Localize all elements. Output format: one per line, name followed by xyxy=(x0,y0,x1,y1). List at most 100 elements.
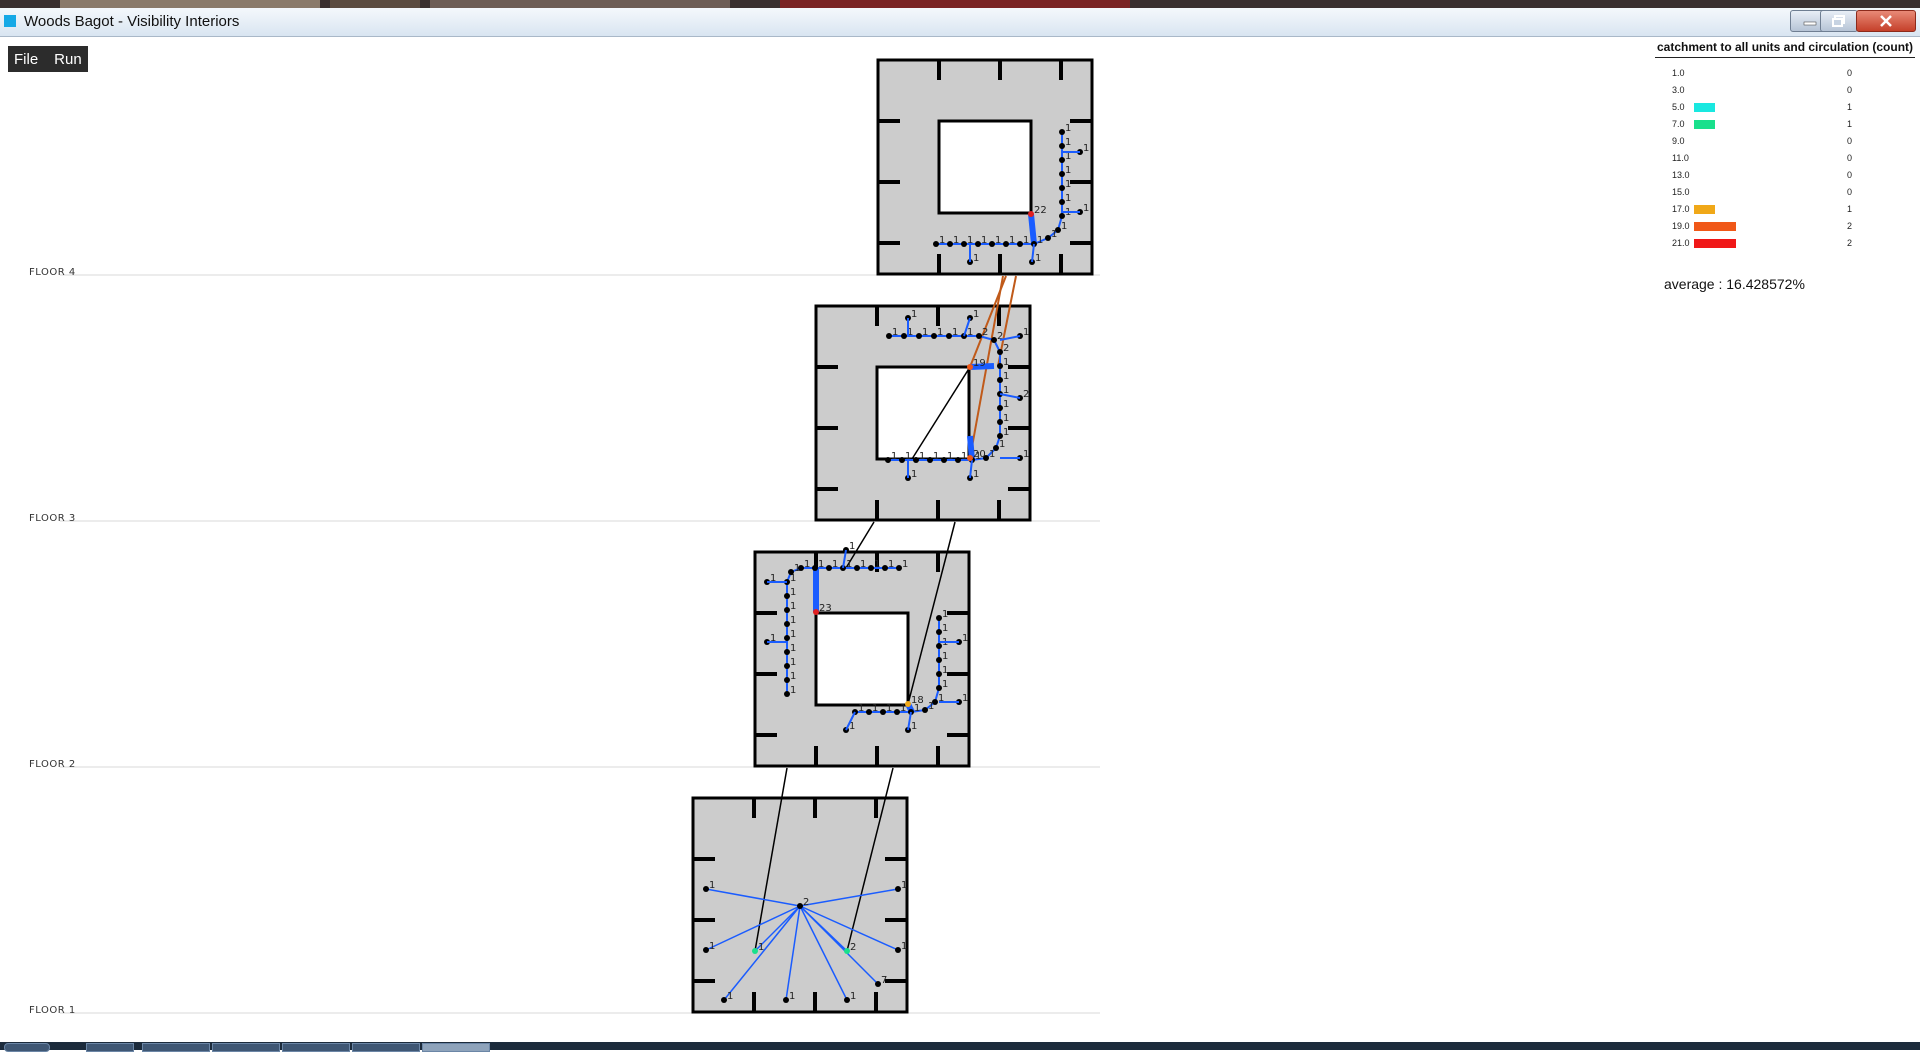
node-count-label: 2 xyxy=(1023,389,1029,400)
graph-node xyxy=(997,405,1003,411)
legend-bar xyxy=(1694,120,1715,129)
graph-node xyxy=(913,457,919,463)
legend-count: 1 xyxy=(1847,119,1853,129)
link-f3-f2-b xyxy=(907,521,956,705)
legend-value: 7.0 xyxy=(1672,119,1685,129)
graph-node xyxy=(922,707,928,713)
floor-label-4: FLOOR 4 xyxy=(29,267,76,278)
graph-edge xyxy=(842,549,847,569)
taskbar-app-3[interactable] xyxy=(212,1043,280,1052)
graph-node xyxy=(1059,213,1065,219)
node-count-label: 1 xyxy=(1023,449,1029,460)
legend-count: 0 xyxy=(1847,68,1853,78)
taskbar-app-2[interactable] xyxy=(142,1043,210,1052)
node-count-label: 1 xyxy=(1065,179,1071,190)
node-count-label: 1 xyxy=(1065,165,1071,176)
legend-count: 1 xyxy=(1847,204,1853,214)
node-count-label: 1 xyxy=(794,563,800,574)
node-count-label: 1 xyxy=(1003,371,1009,382)
graph-edge xyxy=(999,335,1021,341)
graph-node xyxy=(875,981,881,987)
graph-node xyxy=(813,609,819,615)
node-count-label: 1 xyxy=(1009,235,1015,246)
graph-node xyxy=(788,569,794,575)
node-count-label: 1 xyxy=(901,941,907,952)
graph-node xyxy=(941,457,947,463)
graph-node xyxy=(882,565,888,571)
node-count-label: 1 xyxy=(933,451,939,462)
node-count-label: 1 xyxy=(942,665,948,676)
node-count-label: 1 xyxy=(937,327,943,338)
node-count-label: 1 xyxy=(952,327,958,338)
node-count-label: 1 xyxy=(1083,143,1089,154)
graph-edge xyxy=(1031,243,1035,263)
node-count-label: 1 xyxy=(995,235,1001,246)
node-count-label: 23 xyxy=(819,603,832,614)
taskbar-app-1[interactable] xyxy=(86,1043,134,1052)
legend-value: 5.0 xyxy=(1672,102,1685,112)
node-count-label: 1 xyxy=(1051,229,1057,240)
node-count-label: 1 xyxy=(1065,123,1071,134)
taskbar xyxy=(0,1042,1920,1052)
link-f2-f1-a xyxy=(754,767,788,952)
node-count-label: 1 xyxy=(758,942,764,953)
legend-count: 2 xyxy=(1847,238,1853,248)
graph-node xyxy=(880,709,886,715)
legend-count: 0 xyxy=(1847,85,1853,95)
node-count-label: 1 xyxy=(938,693,944,704)
legend-title: catchment to all units and circulation (… xyxy=(1655,40,1915,58)
node-count-label: 1 xyxy=(1065,193,1071,204)
node-count-label: 1 xyxy=(967,327,973,338)
node-count-label: 1 xyxy=(1003,399,1009,410)
graph-node xyxy=(784,621,790,627)
node-count-label: 1 xyxy=(846,559,852,570)
graph-node xyxy=(936,657,942,663)
legend-count: 1 xyxy=(1847,102,1853,112)
node-count-label: 1 xyxy=(891,451,897,462)
node-count-label: 1 xyxy=(790,657,796,668)
link-f2-f1-b xyxy=(846,767,894,952)
graph-node xyxy=(1003,241,1009,247)
node-count-label: 1 xyxy=(922,327,928,338)
menu-bar: File Run xyxy=(8,46,88,72)
graph-node xyxy=(947,241,953,247)
link-f3-f2-a xyxy=(845,521,875,569)
close-button[interactable] xyxy=(1856,10,1916,32)
node-count-label: 7 xyxy=(881,975,887,986)
node-count-label: 1 xyxy=(961,451,967,462)
graph-node xyxy=(993,445,999,451)
node-count-label: 2 xyxy=(997,331,1003,342)
node-count-label: 1 xyxy=(900,703,906,714)
node-count-label: 1 xyxy=(804,559,810,570)
menu-run[interactable]: Run xyxy=(54,50,82,68)
graph-node xyxy=(798,565,804,571)
graph-node xyxy=(894,709,900,715)
graph-node xyxy=(886,333,892,339)
graph-node xyxy=(997,363,1003,369)
graph-node xyxy=(784,607,790,613)
node-count-label: 1 xyxy=(790,615,796,626)
maximize-button[interactable] xyxy=(1820,10,1858,32)
node-count-label: 1 xyxy=(1003,413,1009,424)
legend-count: 0 xyxy=(1847,170,1853,180)
menu-file[interactable]: File xyxy=(14,50,39,68)
taskbar-app-4[interactable] xyxy=(282,1043,350,1052)
graph-node xyxy=(1059,129,1065,135)
graph-node xyxy=(784,663,790,669)
graph-edge xyxy=(999,393,1021,399)
taskbar-app-5[interactable] xyxy=(352,1043,420,1052)
start-button[interactable] xyxy=(4,1043,50,1052)
taskbar-app-active[interactable] xyxy=(422,1043,490,1052)
node-count-label: 18 xyxy=(911,695,924,706)
catchment-legend: catchment to all units and circulation (… xyxy=(1655,40,1915,266)
graph-edge xyxy=(799,905,848,1001)
legend-count: 0 xyxy=(1847,187,1853,197)
node-count-label: 1 xyxy=(1037,235,1043,246)
graph-node xyxy=(784,691,790,697)
node-count-label: 1 xyxy=(901,880,907,891)
legend-row: 7.0 1 xyxy=(1655,119,1895,133)
graph-edge xyxy=(969,363,995,370)
floor-label-3: FLOOR 3 xyxy=(29,513,76,524)
legend-count: 0 xyxy=(1847,153,1853,163)
graph-node xyxy=(752,948,758,954)
